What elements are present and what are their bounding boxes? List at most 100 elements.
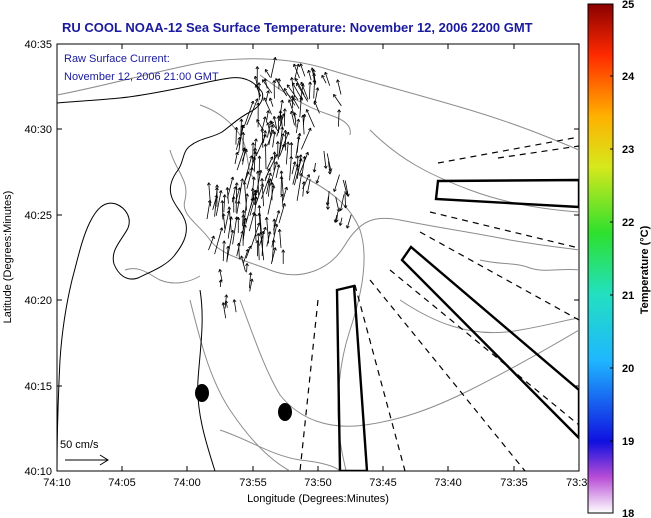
- current-vector-head: [230, 176, 234, 180]
- current-vector: [340, 194, 345, 211]
- current-vector: [270, 121, 280, 133]
- current-vector-head: [313, 169, 317, 173]
- current-vector-head: [288, 99, 290, 103]
- x-tick-label: 73:55: [239, 477, 267, 489]
- current-vector: [259, 227, 266, 246]
- current-vector: [299, 83, 304, 102]
- current-vector: [261, 128, 264, 148]
- current-vector-head: [248, 272, 252, 276]
- current-vector: [255, 183, 264, 206]
- current-vector-head: [241, 214, 244, 218]
- station-dot: [278, 403, 292, 421]
- current-vector-head: [290, 95, 293, 99]
- current-vector: [314, 87, 319, 105]
- current-vector-head: [274, 154, 278, 157]
- colorbar-tick-label: 22: [622, 217, 634, 229]
- current-vector: [338, 109, 340, 127]
- current-vector-head: [218, 190, 222, 193]
- current-vector-head: [326, 206, 329, 210]
- current-vector-head: [297, 164, 299, 168]
- current-vector-head: [224, 194, 227, 198]
- current-vector-head: [262, 79, 266, 82]
- current-vector: [245, 245, 251, 259]
- surface-current-vectors: [206, 57, 352, 319]
- current-vector: [234, 152, 238, 165]
- current-vector-head: [298, 118, 301, 122]
- current-vector: [214, 227, 223, 255]
- current-vector-head: [216, 184, 219, 188]
- transect-line: [419, 231, 579, 321]
- current-vector-head: [346, 194, 349, 197]
- current-vector: [264, 78, 268, 89]
- current-vector: [219, 269, 223, 282]
- current-vector: [256, 119, 263, 129]
- current-vector-head: [312, 169, 315, 173]
- current-vector: [292, 164, 299, 185]
- current-vector-head: [253, 190, 256, 193]
- current-vector-head: [275, 247, 277, 251]
- current-vector: [279, 229, 282, 248]
- current-vector: [208, 182, 211, 207]
- current-vector-head: [301, 114, 304, 118]
- current-vector-head: [304, 113, 307, 117]
- current-vector-head: [236, 242, 239, 246]
- current-vector-head: [264, 217, 267, 221]
- current-vector: [328, 161, 331, 175]
- y-tick-label: 40:10: [24, 466, 52, 478]
- current-vector-head: [223, 213, 226, 217]
- current-vector: [266, 231, 271, 247]
- current-vector-head: [285, 129, 288, 134]
- current-vector-head: [276, 115, 279, 119]
- current-vector-head: [271, 239, 275, 243]
- current-vector-head: [337, 109, 340, 113]
- current-vector-head: [313, 69, 316, 73]
- current-vector-head: [272, 116, 275, 120]
- current-vector-head: [227, 206, 230, 210]
- current-vector-head: [272, 124, 274, 128]
- current-vector-head: [290, 77, 292, 81]
- current-vector-head: [324, 71, 328, 75]
- colorbar-tick-label: 23: [622, 144, 634, 156]
- current-vector-head: [273, 116, 277, 119]
- current-vector-head: [278, 110, 281, 114]
- current-vector: [258, 205, 262, 233]
- sampling-box: [400, 245, 579, 440]
- current-vector-head: [333, 188, 335, 192]
- current-vector-head: [268, 172, 272, 176]
- current-vector-head: [301, 173, 304, 177]
- current-vector: [280, 170, 284, 196]
- current-vector-head: [260, 178, 263, 182]
- current-vector: [308, 81, 311, 100]
- scale-arrow-head: [99, 454, 109, 466]
- current-vector-head: [280, 110, 283, 114]
- current-vector-head: [257, 155, 260, 159]
- current-label: Raw Surface Current:: [64, 53, 170, 65]
- current-vector-head: [263, 97, 267, 100]
- current-vector-head: [296, 63, 299, 67]
- current-vector: [254, 213, 257, 241]
- current-vector: [308, 70, 312, 81]
- current-vector: [261, 116, 266, 133]
- current-vector-head: [233, 196, 236, 200]
- current-vector-head: [261, 230, 264, 234]
- current-vector: [244, 181, 248, 211]
- current-vector: [265, 90, 269, 102]
- current-vector-head: [269, 168, 271, 172]
- current-vector: [241, 148, 248, 162]
- current-vector-head: [295, 163, 298, 167]
- colorbar: [587, 3, 614, 514]
- current-vector-head: [304, 156, 307, 160]
- current-vector-head: [222, 240, 225, 244]
- current-vector-head: [257, 170, 260, 174]
- current-vector-head: [257, 213, 260, 217]
- current-vector-head: [309, 81, 312, 85]
- current-vector: [265, 110, 269, 123]
- current-vector-head: [250, 100, 254, 104]
- current-vector-head: [220, 279, 223, 283]
- current-vector-head: [343, 205, 346, 209]
- x-axis-title: Longitude (Degrees:Minutes): [247, 493, 389, 505]
- current-vector: [283, 108, 286, 127]
- current-vector-head: [330, 168, 333, 172]
- current-vector-head: [284, 108, 287, 112]
- current-vector-head: [266, 216, 269, 220]
